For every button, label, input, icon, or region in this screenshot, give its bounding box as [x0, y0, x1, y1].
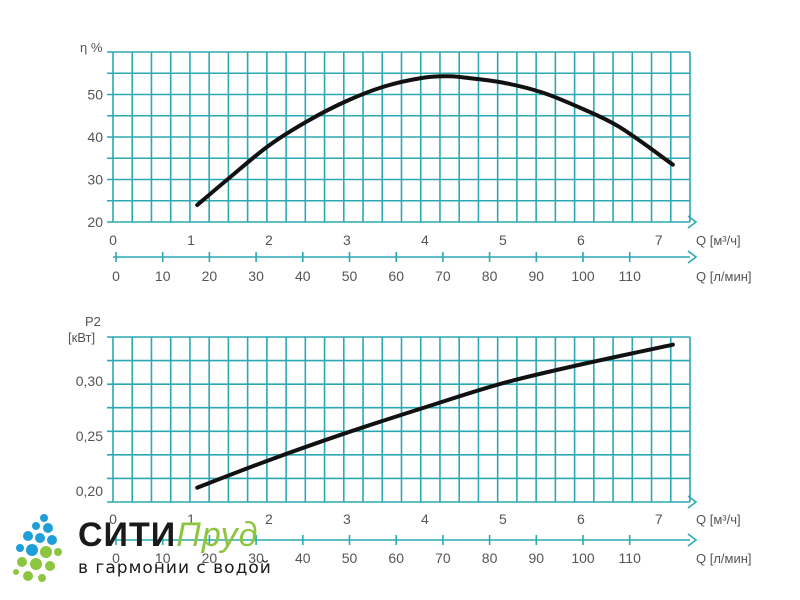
x2-tick-label: 20 — [202, 268, 218, 284]
x-tick-label: 0 — [109, 511, 117, 527]
y-axis-unit-label: [кВт] — [68, 330, 95, 345]
x2-tick-label: 70 — [435, 550, 451, 566]
power-chart: 0,200,250,300 1 2 3 4 5 6 70 10 20 30 40 50 60 70 80 90 1… — [68, 314, 752, 566]
company-logo: СИТИПруд в гармонии с водой — [8, 508, 308, 592]
x2-axis-label: Q [л/мин] — [696, 551, 752, 566]
x2-tick-label: 100 — [571, 268, 595, 284]
x2-tick-label: 60 — [388, 268, 404, 284]
x-tick-label: 2 — [265, 511, 273, 527]
y-axis-label: η % — [80, 40, 103, 55]
x2-axis-arrow — [687, 250, 698, 264]
x-axis-arrow — [687, 495, 698, 509]
x2-tick-label: 90 — [529, 268, 545, 284]
x2-tick-label: 60 — [388, 550, 404, 566]
x-axis-label: Q [м³/ч] — [696, 512, 741, 527]
y-tick-label: 50 — [87, 87, 103, 103]
x2-tick-label: 80 — [482, 550, 498, 566]
x2-tick-label: 50 — [342, 550, 358, 566]
logo-word-1: СИТИ — [78, 516, 177, 554]
x2-tick-label: 90 — [529, 550, 545, 566]
x2-tick-label: 40 — [295, 550, 311, 566]
x-axis-label: Q [м³/ч] — [696, 233, 741, 248]
x-tick-label: 7 — [655, 511, 663, 527]
x2-tick-label: 110 — [619, 550, 642, 566]
x-tick-label: 2 — [265, 232, 273, 248]
x-tick-label: 1 — [187, 511, 195, 527]
x2-tick-label: 10 — [155, 550, 171, 566]
y-axis-label: P2 — [85, 314, 101, 329]
x2-tick-label: 10 — [155, 268, 171, 284]
x2-tick-label: 30 — [248, 550, 264, 566]
x2-tick-label: 110 — [619, 268, 642, 284]
y-tick-label: 30 — [87, 172, 103, 188]
y-tick-label: 0,30 — [76, 373, 103, 389]
y-tick-label: 0,20 — [76, 483, 103, 499]
water-drops-icon — [13, 514, 62, 582]
y-tick-label: 0,25 — [76, 428, 103, 444]
grid — [107, 51, 691, 223]
series-line-0 — [195, 342, 675, 490]
y-tick-label: 40 — [87, 129, 103, 145]
series-line-0 — [195, 74, 675, 207]
x-tick-label: 3 — [343, 511, 351, 527]
x-tick-label: 5 — [499, 232, 507, 248]
x2-axis-label: Q [л/мин] — [696, 269, 752, 284]
logo-word-2: Пруд — [176, 516, 259, 554]
x2-axis-arrow — [687, 533, 698, 547]
x2-tick-label: 0 — [112, 268, 120, 284]
x2-tick-label: 80 — [482, 268, 498, 284]
grid — [107, 336, 691, 503]
x-tick-label: 3 — [343, 232, 351, 248]
x-tick-label: 7 — [655, 232, 663, 248]
x2-tick-label: 30 — [248, 268, 264, 284]
x2-tick-label: 70 — [435, 268, 451, 284]
x-tick-label: 6 — [577, 511, 585, 527]
x-tick-label: 5 — [499, 511, 507, 527]
x2-tick-label: 50 — [342, 268, 358, 284]
x-tick-label: 0 — [109, 232, 117, 248]
x-axis-arrow — [687, 215, 698, 229]
x2-tick-label: 100 — [571, 550, 595, 566]
x-tick-label: 1 — [187, 232, 195, 248]
x2-tick-label: 20 — [202, 550, 218, 566]
x-tick-label: 4 — [421, 232, 429, 248]
y-tick-label: 20 — [87, 214, 103, 230]
logo-tagline: в гармонии с водой — [78, 558, 272, 578]
x-tick-label: 4 — [421, 511, 429, 527]
x2-tick-label: 40 — [295, 268, 311, 284]
logo-wordmark: СИТИПруд — [78, 516, 258, 555]
x-tick-label: 6 — [577, 232, 585, 248]
x2-tick-label: 0 — [112, 550, 120, 566]
